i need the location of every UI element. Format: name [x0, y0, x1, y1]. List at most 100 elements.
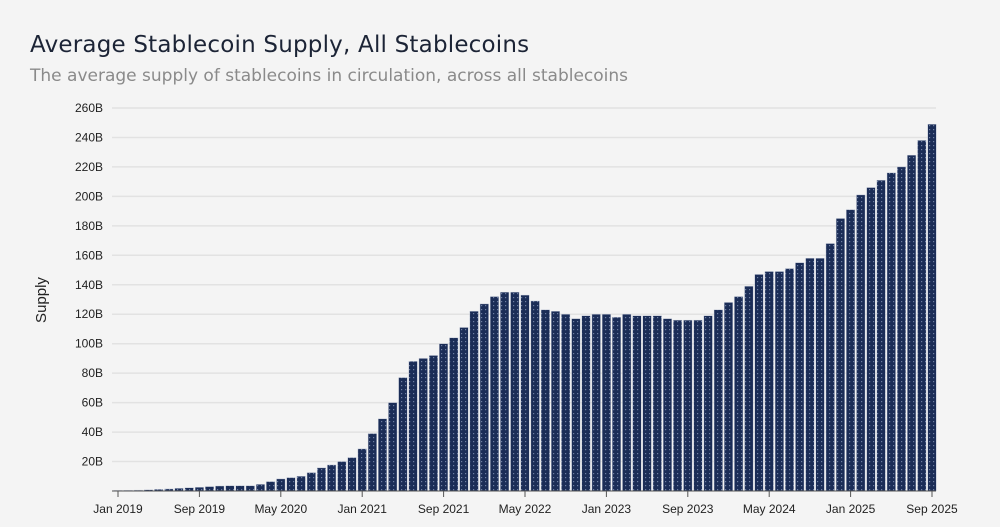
y-tick-label: 80B	[82, 366, 103, 380]
bar	[632, 315, 642, 492]
bar	[774, 271, 784, 492]
bar	[683, 319, 693, 492]
bar	[724, 302, 733, 492]
y-tick-label: 240B	[75, 130, 103, 144]
bar	[245, 485, 255, 492]
bar	[561, 314, 571, 492]
x-tick-label: Sep 2023	[662, 502, 714, 516]
bar	[907, 154, 917, 492]
bar	[255, 484, 265, 492]
bar	[815, 258, 825, 492]
x-tick-label: Jan 2023	[582, 502, 632, 516]
bar	[581, 315, 591, 492]
bar	[703, 315, 713, 492]
y-axis-label: Supply	[33, 277, 50, 323]
y-tick-label: 20B	[82, 455, 103, 469]
bar	[327, 464, 337, 492]
bar	[591, 314, 601, 492]
bar	[805, 258, 815, 492]
bar	[388, 402, 398, 492]
bar	[601, 314, 611, 492]
bar	[612, 316, 622, 492]
bar	[489, 296, 499, 492]
bar	[927, 124, 937, 492]
bar	[866, 187, 876, 492]
chart-title: Average Stablecoin Supply, All Stablecoi…	[30, 32, 530, 58]
bar	[744, 286, 754, 492]
bar	[622, 314, 632, 492]
bar	[551, 311, 561, 492]
bar	[439, 343, 449, 492]
bar	[795, 262, 805, 492]
bar	[428, 355, 438, 492]
bar	[459, 327, 469, 492]
bar	[693, 319, 703, 492]
bar	[347, 457, 357, 492]
bar	[825, 243, 835, 492]
bar	[357, 448, 367, 492]
bar	[642, 315, 652, 492]
y-tick-label: 220B	[75, 160, 103, 174]
bar	[266, 481, 276, 492]
bar	[540, 309, 550, 492]
bar	[510, 291, 520, 492]
bar	[276, 478, 286, 492]
bar	[418, 358, 428, 492]
y-tick-label: 100B	[75, 337, 103, 351]
bar	[317, 467, 326, 492]
x-tick-label: Jan 2025	[826, 502, 876, 516]
y-tick-label: 160B	[75, 248, 103, 262]
bar	[673, 319, 683, 492]
bar	[235, 485, 245, 492]
x-tick-label: Jan 2021	[338, 502, 388, 516]
bar	[378, 418, 388, 492]
x-tick-label: Jan 2019	[93, 502, 143, 516]
bar	[194, 487, 204, 492]
bar	[286, 477, 296, 492]
bar	[734, 296, 744, 492]
bar	[520, 294, 530, 492]
bar	[205, 486, 215, 492]
bar	[835, 218, 845, 492]
bar	[846, 209, 856, 492]
bar	[296, 476, 306, 492]
y-tick-label: 60B	[82, 396, 103, 410]
chart-subtitle: The average supply of stablecoins in cir…	[30, 66, 629, 86]
bar	[367, 433, 377, 492]
bar	[306, 472, 316, 492]
bar	[886, 172, 896, 492]
y-tick-label: 140B	[75, 278, 103, 292]
bar	[785, 268, 795, 492]
y-tick-label: 260B	[75, 101, 103, 115]
bar	[479, 303, 489, 492]
x-tick-label: May 2020	[254, 502, 307, 516]
bar	[571, 318, 581, 492]
bar	[662, 318, 672, 492]
y-tick-label: 120B	[75, 307, 103, 321]
y-tick-label: 40B	[82, 425, 103, 439]
x-tick-label: Sep 2021	[418, 502, 470, 516]
bar	[500, 291, 510, 492]
bar	[215, 485, 225, 492]
x-tick-label: Sep 2019	[174, 502, 226, 516]
bar	[469, 311, 479, 492]
bar	[764, 271, 774, 492]
bar	[917, 140, 927, 492]
bar	[876, 179, 886, 492]
bar	[337, 461, 347, 492]
bar	[225, 485, 235, 492]
bar	[449, 337, 459, 492]
bar	[754, 274, 764, 492]
x-tick-label: Sep 2025	[906, 502, 958, 516]
x-tick-label: May 2024	[743, 502, 796, 516]
bar	[530, 300, 540, 492]
bar	[896, 166, 906, 492]
y-tick-label: 180B	[75, 219, 103, 233]
bar	[398, 377, 408, 492]
bar	[713, 309, 723, 492]
bar	[856, 194, 866, 492]
bar	[652, 315, 662, 492]
bar	[408, 361, 418, 492]
y-tick-label: 200B	[75, 189, 103, 203]
